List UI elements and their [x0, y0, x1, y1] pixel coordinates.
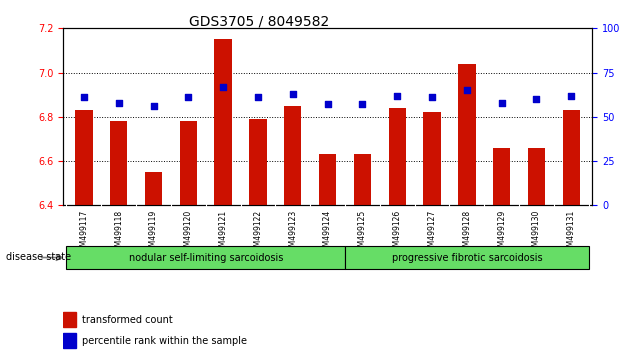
Text: GSM499123: GSM499123 — [289, 210, 297, 256]
Bar — [458, 64, 476, 205]
Text: GSM499121: GSM499121 — [219, 210, 227, 256]
Text: transformed count: transformed count — [81, 315, 172, 325]
Text: percentile rank within the sample: percentile rank within the sample — [81, 336, 246, 346]
Point — [392, 93, 403, 98]
Bar — [528, 148, 545, 205]
Point — [288, 91, 298, 97]
Bar — [423, 112, 441, 205]
Text: GSM499129: GSM499129 — [497, 210, 506, 256]
Text: GSM499124: GSM499124 — [323, 210, 332, 256]
FancyBboxPatch shape — [345, 246, 588, 269]
Point — [566, 93, 576, 98]
Bar — [75, 110, 93, 205]
Bar — [63, 333, 76, 348]
Text: GSM499120: GSM499120 — [184, 210, 193, 256]
Text: GSM499122: GSM499122 — [253, 210, 263, 256]
Text: GSM499130: GSM499130 — [532, 210, 541, 256]
Point — [532, 96, 542, 102]
Point — [113, 100, 123, 105]
Text: GSM499119: GSM499119 — [149, 210, 158, 256]
Point — [496, 100, 507, 105]
Point — [462, 87, 472, 93]
Bar — [563, 110, 580, 205]
Point — [253, 95, 263, 100]
Point — [218, 84, 228, 90]
Bar — [214, 39, 232, 205]
Bar — [353, 154, 371, 205]
FancyBboxPatch shape — [67, 246, 345, 269]
Bar — [63, 312, 76, 327]
Bar — [493, 148, 510, 205]
Point — [183, 95, 193, 100]
Point — [149, 103, 159, 109]
Point — [79, 95, 89, 100]
Bar — [319, 154, 336, 205]
Point — [427, 95, 437, 100]
Text: nodular self-limiting sarcoidosis: nodular self-limiting sarcoidosis — [129, 252, 283, 263]
Text: progressive fibrotic sarcoidosis: progressive fibrotic sarcoidosis — [392, 252, 542, 263]
Point — [357, 102, 367, 107]
Text: GSM499131: GSM499131 — [567, 210, 576, 256]
Text: disease state: disease state — [6, 252, 71, 262]
Text: GDS3705 / 8049582: GDS3705 / 8049582 — [189, 14, 329, 28]
Text: GSM499125: GSM499125 — [358, 210, 367, 256]
Text: GSM499127: GSM499127 — [428, 210, 437, 256]
Point — [323, 102, 333, 107]
Text: GSM499117: GSM499117 — [79, 210, 88, 256]
Bar — [110, 121, 127, 205]
Text: GSM499118: GSM499118 — [114, 210, 123, 256]
Bar — [284, 106, 302, 205]
Bar — [145, 172, 163, 205]
Text: GSM499126: GSM499126 — [392, 210, 402, 256]
Bar — [180, 121, 197, 205]
Bar — [249, 119, 266, 205]
Text: GSM499128: GSM499128 — [462, 210, 471, 256]
Bar — [389, 108, 406, 205]
